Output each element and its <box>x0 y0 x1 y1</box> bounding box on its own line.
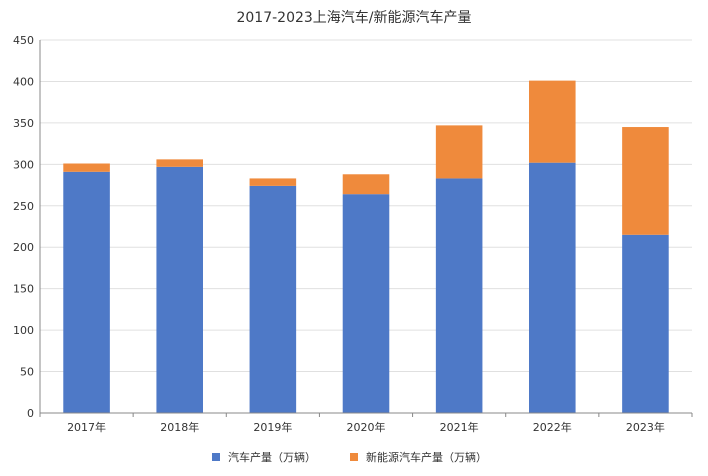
axes: 0 50 100 150 200 250 300 350 400 450 2017年 2018年 201… <box>13 34 693 434</box>
bar-segment-nev-output <box>249 178 297 186</box>
y-tick-label: 100 <box>13 324 34 337</box>
legend-swatch-nev-output <box>350 453 358 461</box>
x-tick-label: 2021年 <box>440 420 479 434</box>
bar-segment-nev-output <box>435 125 483 179</box>
bar-segment-vehicle-output <box>249 185 297 413</box>
bar-segment-nev-output <box>622 127 669 235</box>
y-tick-label: 400 <box>13 75 34 88</box>
y-tick-label: 300 <box>13 158 34 171</box>
y-tick-label: 0 <box>27 407 34 420</box>
x-tick-label: 2017年 <box>67 420 106 434</box>
bar-segment-vehicle-output <box>622 234 669 413</box>
y-tick-label: 200 <box>13 241 34 254</box>
bars <box>63 80 669 413</box>
bar-segment-vehicle-output <box>435 178 483 413</box>
x-tick-label: 2022年 <box>533 420 572 434</box>
legend-swatch-vehicle-output <box>212 453 220 461</box>
y-tick-label: 450 <box>13 34 34 47</box>
x-tick-label: 2020年 <box>347 420 386 434</box>
bar-segment-vehicle-output <box>63 171 110 413</box>
y-tick-label: 250 <box>13 200 34 213</box>
x-tick-label: 2018年 <box>160 420 199 434</box>
legend-label-nev-output: 新能源汽车产量（万辆） <box>366 450 487 464</box>
legend: 汽车产量（万辆） 新能源汽车产量（万辆） <box>212 450 487 464</box>
y-tick-label: 150 <box>13 283 34 296</box>
legend-label-vehicle-output: 汽车产量（万辆） <box>228 450 316 464</box>
bar-segment-nev-output <box>529 80 576 163</box>
bar-segment-vehicle-output <box>529 162 576 413</box>
bar-segment-nev-output <box>63 163 110 172</box>
y-tick-label: 50 <box>20 366 34 379</box>
chart-title: 2017-2023上海汽车/新能源汽车产量 <box>236 9 471 26</box>
x-tick-label: 2019年 <box>253 420 292 434</box>
bar-segment-vehicle-output <box>342 194 390 413</box>
x-tick-label: 2023年 <box>626 420 665 434</box>
bar-segment-nev-output <box>156 159 203 167</box>
bar-segment-vehicle-output <box>156 166 203 413</box>
y-tick-label: 350 <box>13 117 34 130</box>
bar-segment-nev-output <box>342 174 390 195</box>
